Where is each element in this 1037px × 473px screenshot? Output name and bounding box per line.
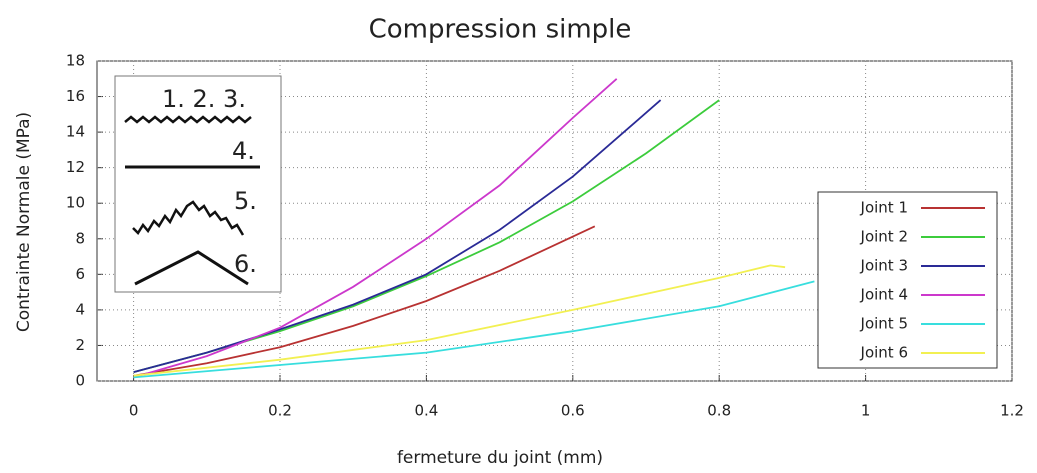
x-tick-label: 0.2 — [268, 402, 292, 420]
inset-label: 5. — [234, 187, 257, 215]
y-tick-label: 6 — [75, 265, 85, 283]
inset-label: 6. — [234, 250, 257, 278]
x-tick-label: 1 — [861, 402, 871, 420]
legend: Joint 1 Joint 2 Joint 3 Joint 4 Joint 5 Joint… — [817, 191, 998, 369]
x-axis-label: fermeture du joint (mm) — [397, 448, 603, 468]
x-tick-label: 0.8 — [707, 402, 731, 420]
profile-rough — [124, 115, 252, 124]
y-tick-label: 14 — [66, 123, 85, 141]
inset-label: 1. 2. 3. — [162, 85, 246, 113]
series-line — [133, 99, 662, 373]
y-tick-label: 4 — [75, 300, 85, 318]
series-line — [133, 78, 618, 379]
profile-wavy — [132, 200, 245, 236]
profile-saw — [134, 250, 249, 286]
legend-label: Joint 4 — [860, 286, 908, 304]
y-tick-label: 0 — [75, 372, 85, 390]
y-tick-label: 16 — [66, 87, 85, 105]
x-tick-label: 0.4 — [414, 402, 438, 420]
series-line — [133, 264, 786, 377]
y-tick-label: 10 — [66, 194, 85, 212]
joint-profiles-inset: 1. 2. 3. 4. 5. 6. — [114, 75, 282, 293]
x-tick-label: 1.2 — [1000, 402, 1024, 420]
y-axis-label: Contrainte Normale (MPa) — [14, 112, 34, 332]
inset-box — [114, 75, 282, 293]
y-tick-label: 12 — [66, 158, 85, 176]
legend-label: Joint 2 — [860, 228, 908, 246]
series-line — [133, 280, 815, 379]
series-line — [133, 225, 596, 377]
x-tick-label: 0.6 — [561, 402, 585, 420]
legend-box — [817, 191, 998, 369]
legend-label: Joint 6 — [860, 344, 908, 362]
chart-title: Compression simple — [369, 15, 632, 45]
y-tick-label: 8 — [75, 229, 85, 247]
inset-label: 4. — [232, 137, 255, 165]
y-tick-label: 18 — [66, 52, 85, 70]
legend-label: Joint 5 — [860, 315, 908, 333]
y-tick-label: 2 — [75, 336, 85, 354]
legend-label: Joint 3 — [860, 257, 908, 275]
legend-label: Joint 1 — [860, 199, 908, 217]
x-tick-label: 0 — [129, 402, 139, 420]
